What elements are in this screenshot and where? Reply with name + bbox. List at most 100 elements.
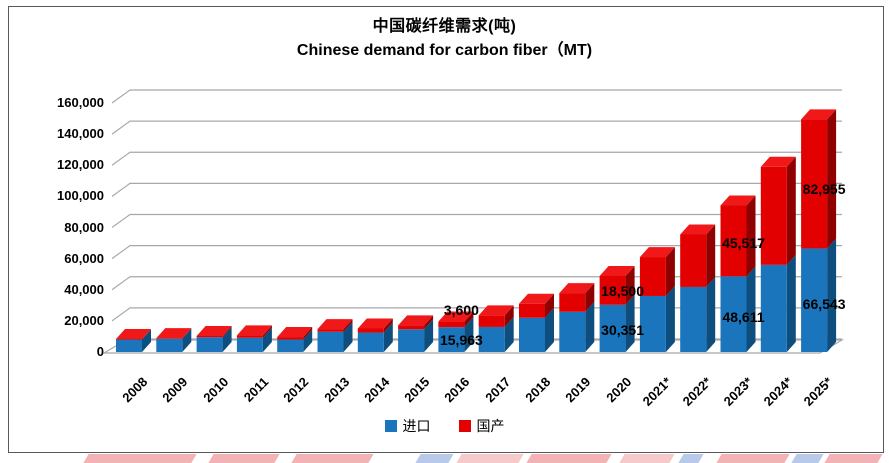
bar-2009-domestic-side xyxy=(182,328,192,339)
legend-import-label: 进口 xyxy=(402,418,431,434)
bar-2016-domestic xyxy=(438,321,465,328)
data-label-2023*-import: 48,611 xyxy=(722,308,765,325)
y-tick-0: 0 xyxy=(96,344,104,359)
bar-2011-import-side xyxy=(262,327,272,352)
bar-2025*-import xyxy=(801,248,828,352)
bar-2025*-domestic-top xyxy=(801,109,837,120)
bar-2020-domestic-top xyxy=(599,265,635,276)
bar-2013-domestic-top xyxy=(317,319,353,330)
bar-2018-domestic xyxy=(519,303,545,318)
y-tick-160,000: 160,000 xyxy=(57,95,104,110)
data-label-2020-domestic: 18,500 xyxy=(601,282,644,299)
bar-2011-domestic-side xyxy=(262,325,272,338)
bar-2022*-domestic-top xyxy=(680,224,716,235)
import-legend-swatch xyxy=(384,420,397,432)
gridline xyxy=(111,120,842,135)
legend: 进口 国产 xyxy=(0,416,889,436)
bar-2020-import-side xyxy=(625,294,635,352)
y-tick-80,000: 80,000 xyxy=(64,219,104,235)
bar-2024*-import-side xyxy=(786,254,796,352)
bar-2020-import xyxy=(599,304,626,352)
bar-2013-import-side xyxy=(343,321,353,352)
gridline xyxy=(111,213,842,228)
bar-2012-import-side xyxy=(303,329,313,352)
bar-2011-import xyxy=(236,337,263,352)
bar-2020-domestic-side xyxy=(625,265,635,305)
bar-2021*-domestic-side xyxy=(665,247,675,296)
bar-2019-import xyxy=(559,311,586,352)
y-tick-60,000: 60,000 xyxy=(64,250,104,266)
legend-domestic-label: 国产 xyxy=(476,418,505,434)
chart-title-english: Chinese demand for carbon fiber（MT) xyxy=(296,42,593,59)
bar-2012-domestic-top xyxy=(277,327,313,338)
gridline xyxy=(111,182,842,197)
bar-2022*-import-side xyxy=(706,276,716,352)
bar-2024*-domestic xyxy=(760,166,787,265)
bar-2021*-domestic xyxy=(639,257,666,296)
y-tick-140,000: 140,000 xyxy=(57,126,104,142)
chart-title-chinese: 中国碳纤维需求(吨) xyxy=(372,18,517,35)
bar-2023*-import xyxy=(720,276,747,352)
bar-2010-import-side xyxy=(222,327,232,352)
bar-2022*-import xyxy=(680,286,707,352)
bar-2023*-domestic xyxy=(720,205,747,277)
bar-2017-domestic-side xyxy=(504,305,514,327)
domestic-legend-swatch xyxy=(458,420,471,432)
bar-2021*-domestic-top xyxy=(639,247,675,258)
bar-2014-domestic-side xyxy=(383,318,393,333)
bar-2011-domestic-top xyxy=(236,325,272,336)
bar-2022*-domestic-side xyxy=(706,224,716,287)
bar-2015-domestic-side xyxy=(424,315,434,330)
bar-2010-domestic-side xyxy=(222,325,232,338)
y-tick-20,000: 20,000 xyxy=(64,312,104,328)
bar-2021*-import-side xyxy=(665,285,675,352)
bar-2024*-domestic-side xyxy=(786,156,796,265)
y-tick-120,000: 120,000 xyxy=(57,157,104,173)
y-tick-100,000: 100,000 xyxy=(57,188,104,204)
bar-2019-import-side xyxy=(585,301,595,352)
data-label-2025*-import: 66,543 xyxy=(802,296,846,313)
legend-item-import: 进口 xyxy=(384,416,431,436)
bar-2013-import xyxy=(317,331,344,352)
bar-2013-domestic xyxy=(317,329,344,332)
bar-2019-domestic-top xyxy=(559,283,595,294)
bar-2019-domestic-side xyxy=(585,283,595,312)
bar-2018-import-side xyxy=(545,307,554,352)
data-label-2016-domestic: 3,600 xyxy=(443,301,479,318)
bar-2009-import-side xyxy=(182,328,192,352)
gridline xyxy=(111,89,842,104)
bar-2011-domestic xyxy=(236,335,263,338)
bar-2017-import-side xyxy=(504,316,514,352)
bar-2017-domestic-top xyxy=(478,305,514,316)
bar-2008-import-side xyxy=(142,329,151,352)
bar-2023*-domestic-side xyxy=(746,195,756,277)
bar-2014-import-side xyxy=(383,322,393,352)
bar-2025*-domestic xyxy=(801,119,828,249)
bar-2024*-domestic-top xyxy=(760,156,796,167)
bar-2016-import-side xyxy=(464,317,474,352)
bar-2014-import xyxy=(357,332,384,352)
bar-2009-domestic xyxy=(156,338,183,339)
bar-2012-domestic-side xyxy=(303,327,313,340)
bar-2008-domestic xyxy=(116,338,142,340)
bar-2020-domestic xyxy=(599,275,626,305)
bar-2014-domestic-top xyxy=(357,318,393,329)
bar-2018-domestic-top xyxy=(519,293,554,304)
bar-2018-import xyxy=(519,317,545,352)
bar-2012-import xyxy=(277,339,304,352)
bar-2010-domestic xyxy=(196,335,223,338)
bar-2025*-import-side xyxy=(827,238,837,352)
bar-2016-import xyxy=(438,327,465,352)
data-label-2016-import: 15,963 xyxy=(439,331,483,348)
bar-2010-import xyxy=(196,337,223,352)
data-label-2023*-domestic: 45,517 xyxy=(722,235,765,252)
bar-2018-domestic-side xyxy=(545,293,554,318)
bar-2019-domestic xyxy=(559,293,586,312)
bar-2008-import xyxy=(116,339,142,352)
bar-2023*-import-side xyxy=(746,266,756,352)
gridline xyxy=(111,245,842,260)
bar-2023*-domestic-top xyxy=(720,195,756,206)
bar-2016-domestic-top xyxy=(438,311,474,322)
bar-2012-domestic xyxy=(277,337,304,340)
